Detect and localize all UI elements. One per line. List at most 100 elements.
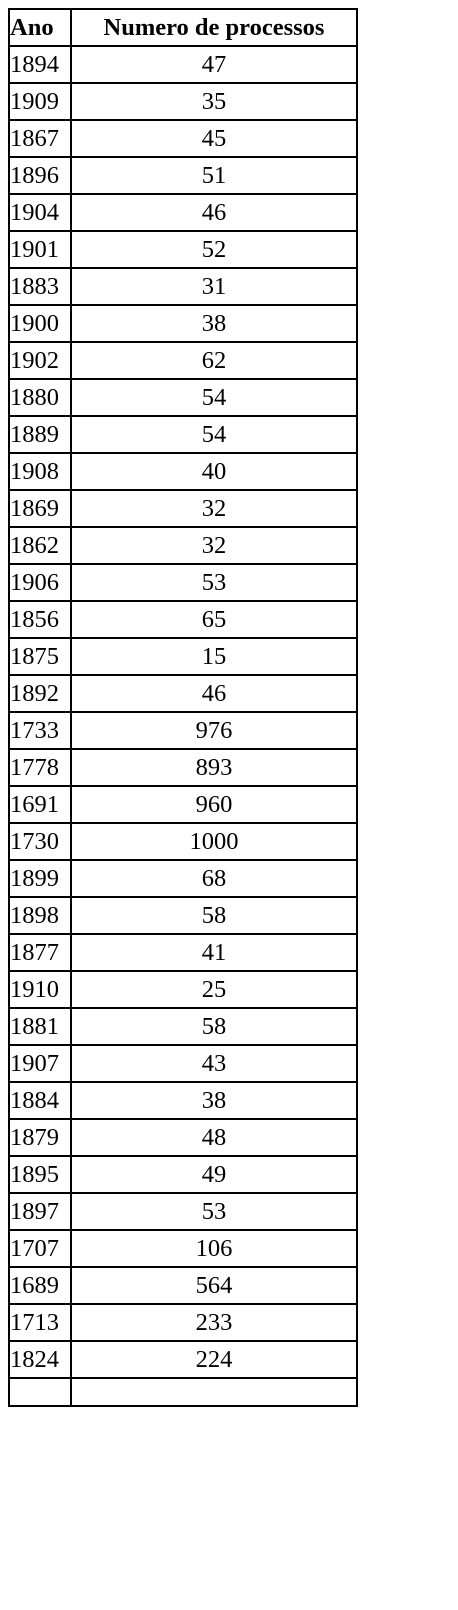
cell-count: 233 [70,1303,358,1342]
cell-year: 1883 [8,267,72,306]
cell-year: 1730 [8,822,72,861]
cell-year: 1689 [8,1266,72,1305]
cell-count: 32 [70,526,358,565]
cell-count: 46 [70,193,358,232]
cell-year: 1894 [8,45,72,84]
table-row: 1733 976 [8,711,358,750]
table-row: 1899 68 [8,859,358,898]
cell-year: 1899 [8,859,72,898]
table-row: 1900 38 [8,304,358,343]
table-row: 1908 40 [8,452,358,491]
cell-year: 1691 [8,785,72,824]
table-body: 1894 47 1909 35 1867 45 1896 51 1904 46 1901 52 1883… [8,45,358,1407]
cell-count: 51 [70,156,358,195]
table-row: 1713 233 [8,1303,358,1342]
table-row: 1898 58 [8,896,358,935]
cell-year: 1896 [8,156,72,195]
table-row: 1904 46 [8,193,358,232]
table-row: 1907 43 [8,1044,358,1083]
cell-year: 1900 [8,304,72,343]
table-row: 1897 53 [8,1192,358,1231]
table-row: 1895 49 [8,1155,358,1194]
cell-count: 68 [70,859,358,898]
cell-count: 38 [70,1081,358,1120]
cell-year: 1904 [8,193,72,232]
cell-year: 1862 [8,526,72,565]
cell-count: 53 [70,563,358,602]
cell-year: 1884 [8,1081,72,1120]
cell-count: 62 [70,341,358,380]
cell-count: 1000 [70,822,358,861]
processes-table: Ano Numero de processos 1894 47 1909 35 1867… [8,8,358,1407]
table-row: 1778 893 [8,748,358,787]
cell-count: 976 [70,711,358,750]
table-row: 1902 62 [8,341,358,380]
table-row: 1869 32 [8,489,358,528]
cell-count: 960 [70,785,358,824]
cell-count: 52 [70,230,358,269]
cell-year: 1889 [8,415,72,454]
cell-year: 1907 [8,1044,72,1083]
cell-year: 1877 [8,933,72,972]
cell-year: 1898 [8,896,72,935]
cell-count: 43 [70,1044,358,1083]
cell-count: 49 [70,1155,358,1194]
cell-count: 54 [70,415,358,454]
table-row: 1862 32 [8,526,358,565]
cell-count: 564 [70,1266,358,1305]
table-row: 1824 224 [8,1340,358,1379]
cell-count: 35 [70,82,358,121]
table-row: 1909 35 [8,82,358,121]
cell-count: 224 [70,1340,358,1379]
cell-count: 54 [70,378,358,417]
cell-year: 1875 [8,637,72,676]
cell-year: 1856 [8,600,72,639]
cell-year: 1733 [8,711,72,750]
table-row [8,1377,358,1407]
table-row: 1901 52 [8,230,358,269]
cell-count: 106 [70,1229,358,1268]
table-row: 1906 53 [8,563,358,602]
cell-count: 46 [70,674,358,713]
table-row: 1881 58 [8,1007,358,1046]
cell-year: 1895 [8,1155,72,1194]
cell-year: 1867 [8,119,72,158]
cell-count: 25 [70,970,358,1009]
table-row: 1867 45 [8,119,358,158]
data-table-container: Ano Numero de processos 1894 47 1909 35 1867… [8,8,358,1407]
cell-count: 58 [70,896,358,935]
cell-year: 1909 [8,82,72,121]
cell-count: 45 [70,119,358,158]
cell-year: 1881 [8,1007,72,1046]
cell-year: 1778 [8,748,72,787]
cell-count: 58 [70,1007,358,1046]
table-row: 1691 960 [8,785,358,824]
cell-count: 38 [70,304,358,343]
cell-year: 1892 [8,674,72,713]
cell-count: 65 [70,600,358,639]
table-row: 1910 25 [8,970,358,1009]
cell-count: 40 [70,452,358,491]
cell-count [70,1377,358,1407]
cell-count: 53 [70,1192,358,1231]
cell-count: 32 [70,489,358,528]
table-row: 1892 46 [8,674,358,713]
table-row: 1883 31 [8,267,358,306]
cell-year: 1707 [8,1229,72,1268]
table-row: 1856 65 [8,600,358,639]
cell-year: 1824 [8,1340,72,1379]
table-row: 1889 54 [8,415,358,454]
cell-year: 1906 [8,563,72,602]
cell-count: 31 [70,267,358,306]
table-row: 1896 51 [8,156,358,195]
cell-count: 47 [70,45,358,84]
cell-year: 1879 [8,1118,72,1157]
table-row: 1894 47 [8,45,358,84]
table-row: 1879 48 [8,1118,358,1157]
table-row: 1707 106 [8,1229,358,1268]
cell-count: 48 [70,1118,358,1157]
table-row: 1730 1000 [8,822,358,861]
cell-year: 1910 [8,970,72,1009]
cell-count: 41 [70,933,358,972]
table-row: 1875 15 [8,637,358,676]
